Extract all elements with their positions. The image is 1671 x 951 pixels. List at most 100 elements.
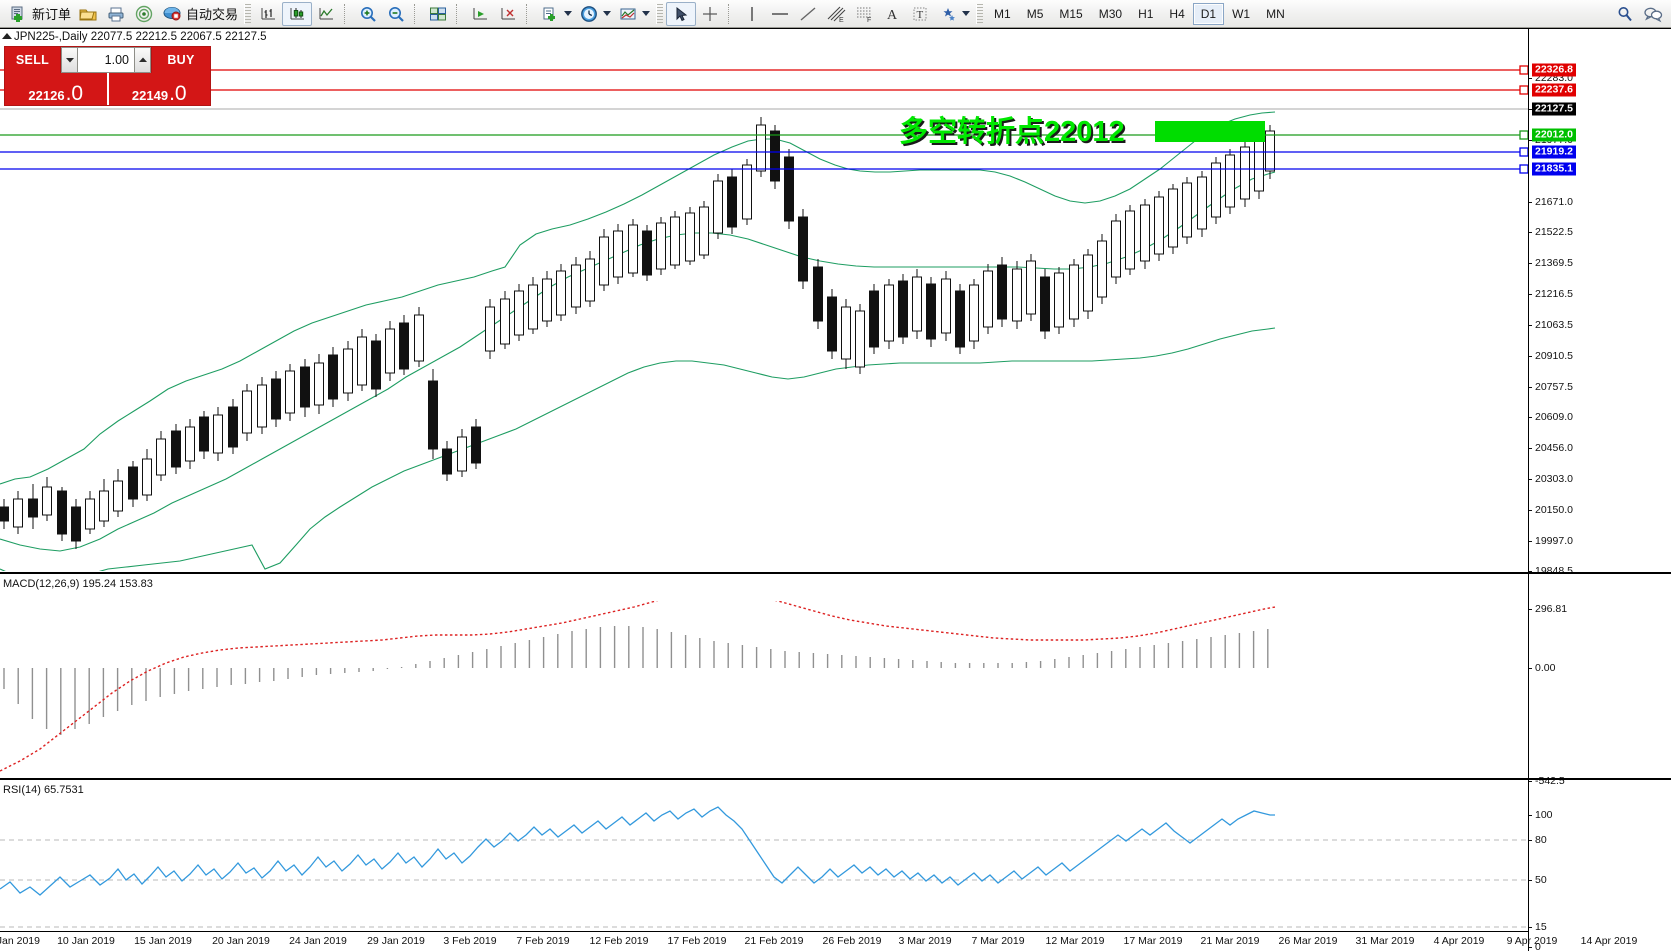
equidistant-channel-button[interactable]: E [822,2,850,26]
date-axis-tick: 5 Jan 2019 [0,935,40,947]
cursor-tool-button[interactable] [666,1,697,26]
chart-canvas [0,65,1529,928]
new-order-button[interactable]: 新订单 [4,2,74,26]
data-window-button[interactable] [466,2,494,26]
volume-input[interactable]: 1.00 [78,47,134,73]
horizontal-line-button[interactable] [766,2,794,26]
date-axis-tick: 4 Apr 2019 [1433,935,1485,947]
candle-body-bullish [1097,240,1107,298]
timeframe-button-m15[interactable]: M15 [1059,6,1083,21]
indicators-button[interactable] [536,2,575,26]
templates-button[interactable] [614,2,653,26]
candle-body-bearish [727,176,737,228]
timeframe-button-h4[interactable]: H4 [1169,6,1185,21]
candle-body-bullish [1240,146,1250,200]
candle-body-bullish [357,336,367,386]
candle-body-bullish [1265,130,1275,172]
toolbar-grip-3[interactable] [976,3,984,24]
toolbar-grip-2[interactable] [656,3,664,24]
volume-increase-button[interactable] [134,47,151,73]
candle-body-bearish [128,466,138,500]
candle-body-bullish [742,164,752,220]
line-chart-button[interactable] [312,2,340,26]
toolbar-separator-3 [456,3,462,24]
date-axis-tick: 15 Jan 2019 [134,935,192,947]
macd-pane [0,601,1276,772]
timeframe-button-m1[interactable]: M1 [994,6,1011,21]
chart-window[interactable]: JPN225-,Daily 22077.5 22212.5 22067.5 22… [0,28,1671,951]
date-scale[interactable]: 5 Jan 2019 10 Jan 2019 15 Jan 2019 20 Jan 2… [0,931,1637,951]
sell-price[interactable]: 22126 .0 [5,73,109,105]
toolbar-grip[interactable] [244,3,252,24]
periods-button[interactable] [575,2,614,26]
connection-status-button[interactable] [130,2,158,26]
crosshair-tool-button[interactable] [696,2,724,26]
open-folder-button[interactable] [74,2,102,26]
timeframe-button-mn[interactable]: MN [1266,6,1285,21]
chat-button[interactable] [1639,2,1667,26]
candle-body-bullish [556,270,566,316]
blue-level-label[interactable]: 21919.2 [1532,145,1576,159]
candle-body-bullish [1083,254,1093,312]
price-level-lines[interactable] [0,65,1529,174]
macd-signal-line [0,601,1276,772]
navigator-button[interactable] [494,2,522,26]
green-level-handle [1519,130,1529,140]
toolbar-separator [344,3,350,24]
candle-body-bullish [257,384,267,428]
price-scale[interactable]: 22283.022127.521977.021671.021522.521369… [1528,29,1671,951]
current-price-label[interactable]: 22127.5 [1532,102,1576,116]
text-label-button[interactable]: T [906,2,934,26]
templates-dropdown-arrow[interactable] [642,11,651,16]
svg-text:A: A [887,8,898,23]
candle-body-bearish [0,506,9,522]
zoom-out-button[interactable] [382,2,410,26]
tile-windows-button[interactable] [424,2,452,26]
indicators-dropdown-arrow[interactable] [564,11,573,16]
rsi-pane-separator [0,778,1671,780]
svg-text:F: F [867,17,871,23]
sell-button[interactable]: SELL [5,47,60,73]
blue-level-label[interactable]: 21835.1 [1532,162,1576,176]
candle-body-bullish [1168,188,1178,248]
objects-dropdown-arrow[interactable] [962,11,971,16]
timeframe-button-m5[interactable]: M5 [1026,6,1044,21]
timeframe-button-d1[interactable]: D1 [1192,2,1225,25]
candle-body-bullish [756,124,766,172]
timeframe-button-w1[interactable]: W1 [1232,6,1251,21]
buy-price-decimal: .0 [169,82,187,106]
objects-list-button[interactable] [934,2,973,26]
green-rectangle-object[interactable] [1155,121,1265,142]
candle-body-bullish [1026,260,1036,315]
chart-annotation-text[interactable]: 多空转折点22012 [899,116,1125,148]
date-axis-tick: 20 Jan 2019 [212,935,270,947]
trendline-icon [797,3,819,25]
price-axis-tick: 20757.5 [1529,381,1573,393]
volume-decrease-button[interactable] [61,47,78,73]
order-line-label[interactable]: 22326.8 [1532,63,1576,77]
timeframe-button-h1[interactable]: H1 [1138,6,1154,21]
volume-stepper[interactable]: 1.00 [60,47,152,73]
trendline-button[interactable] [794,2,822,26]
vertical-line-button[interactable] [738,2,766,26]
zoom-in-button[interactable] [354,2,382,26]
auto-trading-button[interactable]: 自动交易 [158,2,241,26]
one-click-trading-panel[interactable]: SELL 1.00 BUY 22126 .0 [4,46,211,106]
green-level-label[interactable]: 22012.0 [1532,128,1576,142]
candle-body-bearish [926,283,936,340]
price-axis-tick: 19848.5 [1529,565,1573,577]
text-tool-button[interactable]: A [878,2,906,26]
order-line-label[interactable]: 22237.6 [1532,83,1576,97]
bar-chart-button[interactable] [254,2,282,26]
print-button[interactable] [102,2,130,26]
timeframe-button-m30[interactable]: M30 [1098,6,1123,21]
date-axis-tick: 29 Jan 2019 [367,935,425,947]
candlestick-icon [286,3,308,25]
buy-button[interactable]: BUY [152,47,210,73]
search-button[interactable] [1611,2,1639,26]
periods-dropdown-arrow[interactable] [603,11,612,16]
fibonacci-button[interactable]: F [850,2,878,26]
candlestick-chart-button[interactable] [282,1,313,26]
candle-body-bullish [585,258,595,302]
buy-price[interactable]: 22149 .0 [108,73,210,106]
